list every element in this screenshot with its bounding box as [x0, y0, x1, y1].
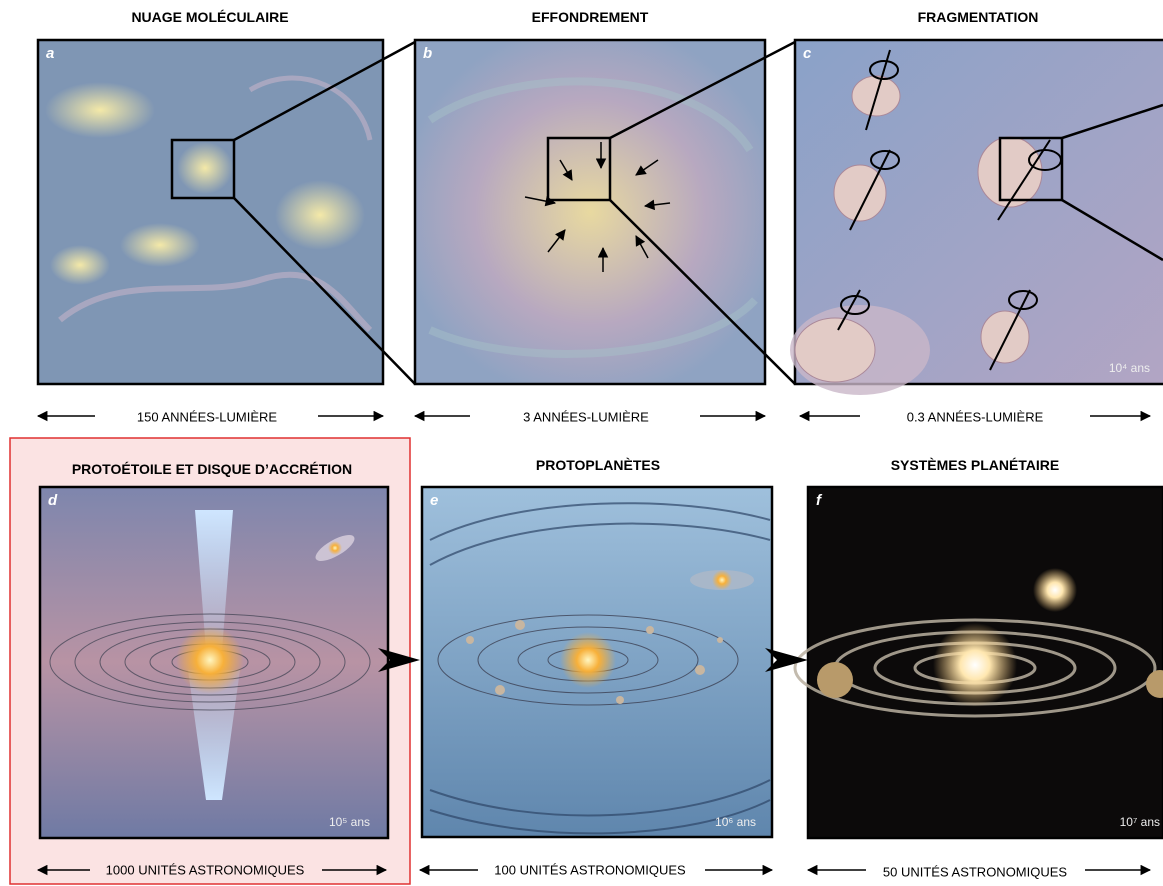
transition-arrow — [378, 648, 420, 672]
panel-a: a — [36, 38, 385, 386]
panel-letter: d — [48, 492, 58, 509]
zoom-lines — [609, 40, 796, 385]
panel-letter: b — [423, 45, 432, 62]
age-label: 10⁴ ans — [1109, 361, 1150, 375]
panel-title: FRAGMENTATION — [918, 9, 1039, 25]
panel-title: SYSTÈMES PLANÉTAIRE — [891, 457, 1060, 473]
panel-letter: f — [816, 492, 823, 509]
panel-e: e 10⁶ ans — [420, 485, 774, 839]
scale-label: 50 UNITÉS ASTRONOMIQUES — [883, 864, 1068, 879]
zoom-lines — [233, 40, 416, 385]
panel-title: PROTOÉTOILE ET DISQUE D’ACCRÉTION — [72, 461, 352, 477]
scale-label: 150 ANNÉES-LUMIÈRE — [137, 409, 277, 424]
scale-label: 1000 UNITÉS ASTRONOMIQUES — [106, 862, 305, 877]
scale-label: 3 ANNÉES-LUMIÈRE — [523, 409, 649, 424]
panel-title: EFFONDREMENT — [532, 9, 649, 25]
panel-letter: a — [46, 45, 54, 62]
transition-arrow — [765, 648, 808, 672]
scale-label: 100 UNITÉS ASTRONOMIQUES — [494, 862, 686, 877]
panel-letter: c — [803, 45, 812, 62]
age-label: 10⁶ ans — [715, 815, 756, 829]
panel-title: PROTOPLANÈTES — [536, 457, 660, 473]
panel-letter: e — [430, 492, 438, 509]
panel-c: c 10⁴ ans — [790, 38, 1163, 395]
panel-f: f 10⁷ ans — [793, 485, 1163, 840]
panel-b: b — [413, 38, 767, 386]
age-label: 10⁷ ans — [1120, 815, 1160, 829]
age-label: 10⁵ ans — [329, 815, 370, 829]
panel-title: NUAGE MOLÉCULAIRE — [131, 9, 288, 25]
panel-d: d 10⁵ ans — [38, 485, 390, 840]
scale-label: 0.3 ANNÉES-LUMIÈRE — [907, 409, 1044, 424]
